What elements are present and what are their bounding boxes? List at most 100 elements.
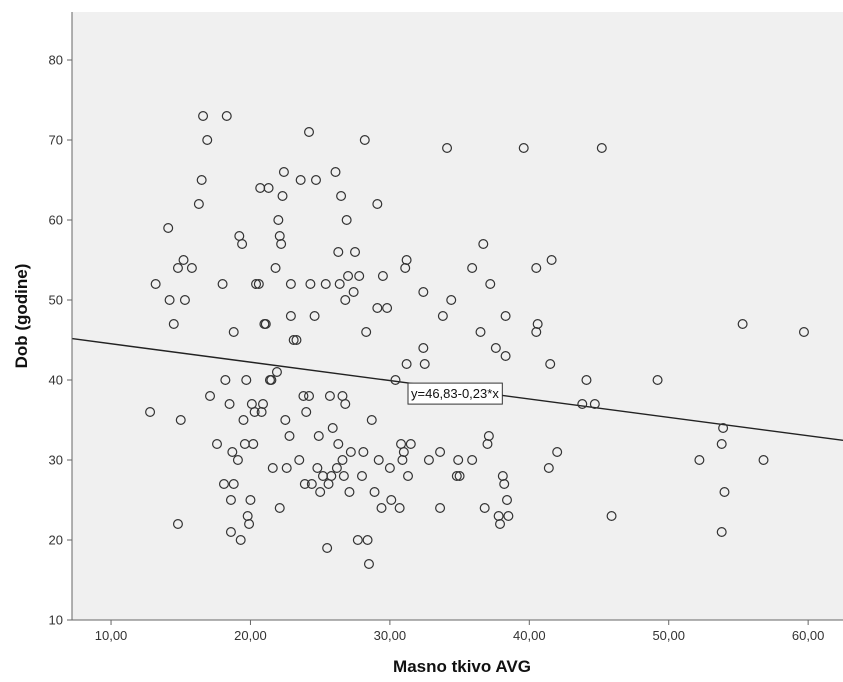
data-point-179	[719, 487, 730, 498]
data-point-136	[435, 447, 446, 458]
data-point-106	[356, 471, 367, 482]
data-point-38	[248, 439, 259, 450]
data-point-1	[150, 279, 161, 290]
data-point-120	[384, 463, 395, 474]
data-point-146	[475, 327, 486, 338]
y-tick-label-6: 70	[49, 133, 63, 148]
data-point-85	[326, 471, 337, 482]
data-point-178	[718, 423, 729, 434]
y-tick-label-3: 40	[49, 373, 63, 388]
data-point-163	[531, 263, 542, 274]
y-tick-label-2: 30	[49, 453, 63, 468]
data-point-20	[221, 110, 232, 121]
data-point-39	[249, 407, 260, 418]
x-tick-label-3: 40,00	[513, 628, 546, 643]
data-point-51	[270, 263, 281, 274]
data-point-68	[298, 391, 309, 402]
data-point-54	[274, 231, 285, 242]
data-point-103	[350, 247, 361, 258]
data-point-31	[238, 415, 249, 426]
data-point-7	[178, 255, 189, 266]
data-point-141	[451, 471, 462, 482]
y-tick-label-7: 80	[49, 53, 63, 68]
data-point-75	[309, 311, 320, 322]
data-point-174	[652, 375, 663, 386]
data-point-56	[276, 239, 287, 250]
x-tick-label-4: 50,00	[652, 628, 685, 643]
data-point-82	[322, 542, 333, 553]
data-point-99	[343, 271, 354, 282]
data-point-44	[258, 399, 269, 410]
x-tick-label-5: 60,00	[792, 628, 825, 643]
data-point-104	[352, 534, 363, 545]
data-point-97	[340, 399, 351, 410]
data-point-59	[280, 415, 291, 426]
data-point-114	[372, 199, 383, 210]
data-point-67	[295, 175, 306, 186]
data-point-165	[545, 359, 556, 370]
data-point-25	[228, 327, 239, 338]
y-tick-label-1: 20	[49, 533, 63, 548]
data-point-147	[478, 239, 489, 250]
data-point-153	[493, 511, 504, 522]
data-point-49	[266, 375, 277, 386]
data-point-148	[479, 503, 490, 514]
y-tick-label-0: 10	[49, 613, 63, 628]
data-point-169	[577, 399, 588, 410]
data-point-123	[394, 503, 405, 514]
data-point-125	[397, 455, 408, 466]
data-point-166	[543, 463, 554, 474]
data-point-3	[164, 295, 175, 306]
data-point-168	[552, 447, 563, 458]
y-tick-label-5: 60	[49, 213, 63, 228]
data-point-40	[251, 279, 262, 290]
data-point-161	[518, 143, 529, 154]
data-point-81	[320, 279, 331, 290]
data-point-112	[366, 415, 377, 426]
data-point-84	[324, 391, 335, 402]
data-point-105	[354, 271, 365, 282]
plot-area-background	[72, 12, 843, 620]
data-point-65	[291, 335, 302, 346]
data-point-177	[716, 439, 727, 450]
equation-text: y=46,83-0,23*x	[411, 386, 499, 401]
data-point-126	[398, 447, 409, 458]
data-point-74	[306, 479, 317, 490]
data-point-157	[500, 311, 511, 322]
data-point-24	[227, 447, 238, 458]
data-point-110	[362, 534, 373, 545]
data-point-180	[737, 319, 748, 330]
data-point-155	[497, 471, 508, 482]
data-point-9	[186, 263, 197, 274]
data-point-12	[196, 175, 207, 186]
data-point-91	[334, 279, 345, 290]
data-point-52	[271, 367, 282, 378]
data-point-95	[338, 471, 349, 482]
data-point-173	[606, 511, 617, 522]
data-point-4	[168, 319, 179, 330]
data-point-127	[400, 263, 411, 274]
data-point-22	[225, 495, 236, 506]
data-point-118	[377, 271, 388, 282]
data-point-160	[503, 511, 514, 522]
data-point-134	[419, 359, 430, 370]
data-point-159	[501, 495, 512, 506]
data-point-61	[284, 431, 295, 442]
data-point-143	[454, 471, 465, 482]
data-point-27	[232, 455, 243, 466]
data-point-171	[589, 399, 600, 410]
data-point-182	[798, 327, 809, 338]
data-point-36	[245, 495, 256, 506]
data-point-172	[596, 143, 607, 154]
regression-equation-label: y=46,83-0,23*x	[407, 382, 503, 405]
data-point-98	[341, 215, 352, 226]
data-point-138	[437, 311, 448, 322]
data-point-34	[242, 511, 253, 522]
data-point-94	[337, 455, 348, 466]
data-point-0	[145, 407, 156, 418]
data-point-78	[313, 431, 324, 442]
data-point-151	[485, 279, 496, 290]
data-point-100	[344, 487, 355, 498]
data-point-55	[274, 503, 285, 514]
data-point-58	[278, 167, 289, 178]
